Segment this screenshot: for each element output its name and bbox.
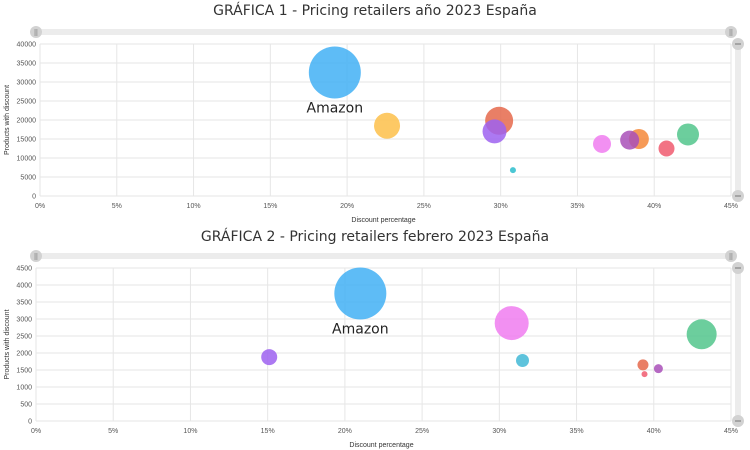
scroll-handle-icon[interactable]: [30, 26, 42, 38]
y-tick-label: 3500: [16, 300, 32, 307]
vertical-scrollbar-track[interactable]: [735, 268, 741, 421]
data-bubble[interactable]: [261, 349, 278, 366]
chart-title: GRÁFICA 2 - Pricing retailers febrero 20…: [200, 229, 550, 245]
scroll-handle-icon[interactable]: [725, 250, 737, 262]
chart-1: GRÁFICA 1 - Pricing retailers año 2023 E…: [0, 0, 750, 226]
data-bubble[interactable]: [482, 119, 507, 144]
scroll-handle-icon[interactable]: [30, 250, 42, 262]
scroll-handle-grip: ||: [34, 30, 38, 37]
chart-2: GRÁFICA 2 - Pricing retailers febrero 20…: [0, 226, 750, 450]
data-bubble[interactable]: [637, 359, 649, 371]
x-tick-label: 0%: [35, 203, 45, 210]
x-tick-label: 15%: [261, 428, 275, 435]
data-bubble[interactable]: [374, 112, 401, 139]
x-tick-label: 30%: [494, 203, 508, 210]
chart-title: GRÁFICA 1 - Pricing retailers año 2023 E…: [213, 3, 537, 19]
y-tick-label: 1500: [16, 368, 32, 375]
y-tick-label: 0: [28, 419, 32, 426]
y-tick-label: 5000: [20, 175, 36, 182]
y-tick-label: 2500: [16, 334, 32, 341]
x-tick-label: 5%: [112, 203, 122, 210]
data-bubble[interactable]: [509, 167, 516, 174]
y-tick-label: 1000: [16, 385, 32, 392]
y-tick-label: 500: [20, 402, 32, 409]
y-tick-label: 30000: [17, 80, 37, 87]
data-bubble[interactable]: [686, 319, 717, 350]
y-axis-title: Products with discount: [4, 309, 11, 379]
y-tick-label: 10000: [17, 156, 37, 163]
y-tick-label: 3000: [16, 317, 32, 324]
x-tick-label: 45%: [724, 203, 738, 210]
x-tick-label: 10%: [183, 428, 197, 435]
y-tick-label: 4500: [16, 266, 32, 273]
scroll-handle-icon[interactable]: [725, 26, 737, 38]
x-tick-label: 30%: [492, 428, 506, 435]
x-axis-title: Discount percentage: [351, 217, 415, 224]
chart-plot[interactable]: || || 0% 5% 10% 15% 20% 25% 30% 35% 40% 45% 0 5000 100…: [0, 0, 750, 226]
scroll-handle-grip: ||: [729, 30, 733, 37]
x-axis-title: Discount percentage: [349, 442, 413, 449]
x-tick-label: 35%: [570, 203, 584, 210]
data-bubble[interactable]: [593, 134, 612, 153]
x-tick-label: 20%: [338, 428, 352, 435]
y-tick-label: 25000: [17, 99, 37, 106]
data-bubble[interactable]: [516, 353, 529, 367]
data-bubble[interactable]: [620, 130, 640, 150]
x-tick-label: 35%: [570, 428, 584, 435]
bubble-label: Amazon: [307, 101, 364, 117]
scroll-handle-grip: ||: [729, 254, 733, 261]
x-tick-label: 20%: [340, 203, 354, 210]
chart-plot[interactable]: || || 0% 5% 10% 15% 20% 25% 30% 35% 40% 45% 0 500 1000…: [0, 226, 750, 450]
y-tick-label: 35000: [17, 61, 37, 68]
bubble-label: Amazon: [332, 322, 389, 338]
x-tick-label: 10%: [187, 203, 201, 210]
data-bubble[interactable]: [658, 140, 675, 157]
x-tick-label: 5%: [108, 428, 118, 435]
data-bubble[interactable]: [641, 371, 648, 378]
data-bubble[interactable]: [677, 123, 700, 146]
y-tick-label: 15000: [17, 137, 37, 144]
data-bubble[interactable]: [308, 46, 361, 99]
y-axis-title: Products with discount: [4, 85, 11, 155]
data-bubble[interactable]: [653, 364, 663, 374]
data-bubble[interactable]: [334, 267, 387, 320]
vertical-scrollbar-track[interactable]: [735, 44, 741, 196]
x-tick-label: 25%: [415, 428, 429, 435]
x-tick-label: 45%: [724, 428, 738, 435]
y-tick-label: 4000: [16, 283, 32, 290]
x-tick-label: 40%: [647, 428, 661, 435]
scrollbar-track[interactable]: [36, 253, 732, 259]
y-tick-label: 40000: [17, 42, 37, 49]
x-tick-label: 25%: [417, 203, 431, 210]
scroll-handle-grip: ||: [34, 254, 38, 261]
x-tick-label: 40%: [647, 203, 661, 210]
x-tick-label: 0%: [31, 428, 41, 435]
x-tick-label: 15%: [263, 203, 277, 210]
y-tick-label: 2000: [16, 351, 32, 358]
y-tick-label: 20000: [17, 118, 37, 125]
y-tick-label: 0: [32, 194, 36, 201]
data-bubble[interactable]: [494, 306, 529, 341]
scrollbar-track[interactable]: [36, 29, 732, 35]
